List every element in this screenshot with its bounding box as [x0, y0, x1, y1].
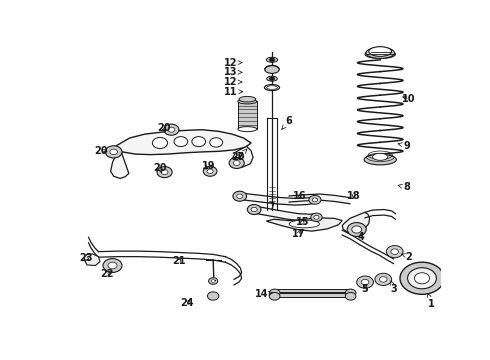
Polygon shape	[115, 130, 251, 155]
Text: 11: 11	[223, 87, 243, 97]
Circle shape	[408, 268, 437, 289]
Polygon shape	[274, 293, 351, 297]
Ellipse shape	[239, 96, 256, 102]
Text: 14: 14	[255, 289, 273, 299]
Circle shape	[203, 166, 217, 176]
Text: 19: 19	[202, 161, 215, 171]
Text: 3: 3	[390, 281, 397, 293]
Text: 15: 15	[295, 217, 309, 227]
Ellipse shape	[265, 66, 279, 73]
Circle shape	[103, 258, 122, 273]
Circle shape	[314, 215, 319, 219]
Text: 18: 18	[347, 191, 361, 201]
Text: 20: 20	[153, 163, 167, 174]
Text: 8: 8	[398, 183, 410, 192]
Circle shape	[211, 280, 215, 283]
Ellipse shape	[267, 76, 277, 81]
Text: 20: 20	[157, 123, 171, 133]
Ellipse shape	[267, 86, 277, 89]
Circle shape	[164, 124, 179, 135]
Text: 2: 2	[401, 252, 412, 262]
Text: 6: 6	[282, 116, 293, 129]
Circle shape	[233, 161, 240, 166]
Circle shape	[210, 138, 222, 147]
Circle shape	[311, 213, 322, 221]
Text: 23: 23	[79, 253, 93, 263]
Circle shape	[174, 136, 188, 147]
Circle shape	[270, 77, 275, 81]
Circle shape	[192, 136, 206, 147]
Ellipse shape	[365, 50, 395, 58]
Circle shape	[415, 273, 430, 284]
Circle shape	[352, 226, 362, 233]
Circle shape	[110, 149, 118, 155]
Circle shape	[347, 222, 366, 237]
Text: 24: 24	[180, 298, 194, 308]
Circle shape	[345, 289, 356, 297]
Polygon shape	[230, 146, 253, 167]
Circle shape	[375, 273, 392, 285]
Circle shape	[233, 191, 246, 201]
Ellipse shape	[369, 47, 392, 57]
Ellipse shape	[372, 153, 388, 160]
Circle shape	[357, 276, 373, 288]
Circle shape	[309, 195, 321, 204]
Text: 10: 10	[402, 94, 416, 104]
Circle shape	[207, 292, 219, 300]
Text: 17: 17	[292, 229, 305, 239]
Circle shape	[379, 276, 387, 282]
Circle shape	[400, 262, 444, 294]
Circle shape	[207, 169, 213, 174]
Circle shape	[247, 204, 261, 215]
Ellipse shape	[366, 48, 394, 58]
Text: 21: 21	[172, 256, 186, 266]
Ellipse shape	[238, 127, 257, 132]
Text: 12: 12	[223, 58, 242, 68]
Ellipse shape	[238, 99, 257, 104]
Circle shape	[270, 289, 280, 297]
Polygon shape	[267, 218, 342, 231]
Circle shape	[361, 279, 369, 285]
Text: 13: 13	[223, 67, 242, 77]
Circle shape	[209, 278, 218, 284]
Polygon shape	[84, 254, 100, 266]
Circle shape	[386, 246, 403, 258]
Ellipse shape	[364, 154, 396, 165]
Text: 1: 1	[427, 293, 435, 309]
Text: 4: 4	[358, 232, 365, 242]
Circle shape	[105, 146, 122, 158]
Circle shape	[161, 170, 168, 175]
Circle shape	[270, 58, 275, 62]
Circle shape	[312, 198, 318, 202]
Circle shape	[168, 127, 175, 132]
Ellipse shape	[289, 220, 319, 228]
Polygon shape	[342, 212, 369, 235]
Text: 16: 16	[293, 191, 306, 201]
Polygon shape	[238, 102, 257, 129]
Text: 5: 5	[362, 284, 368, 293]
Circle shape	[229, 157, 245, 168]
Circle shape	[108, 262, 117, 269]
Circle shape	[152, 138, 168, 149]
Polygon shape	[111, 149, 129, 179]
Text: 20: 20	[231, 152, 245, 162]
Polygon shape	[274, 288, 351, 292]
Text: 20: 20	[95, 146, 108, 156]
Ellipse shape	[267, 57, 278, 62]
Circle shape	[157, 167, 172, 177]
Ellipse shape	[265, 85, 280, 91]
Text: 9: 9	[398, 141, 410, 151]
Text: 12: 12	[223, 77, 242, 87]
Circle shape	[391, 249, 398, 255]
Circle shape	[345, 292, 356, 300]
Text: 7: 7	[236, 149, 247, 162]
Circle shape	[270, 292, 280, 300]
Circle shape	[251, 207, 257, 212]
Text: 22: 22	[100, 269, 114, 279]
Circle shape	[237, 194, 243, 198]
